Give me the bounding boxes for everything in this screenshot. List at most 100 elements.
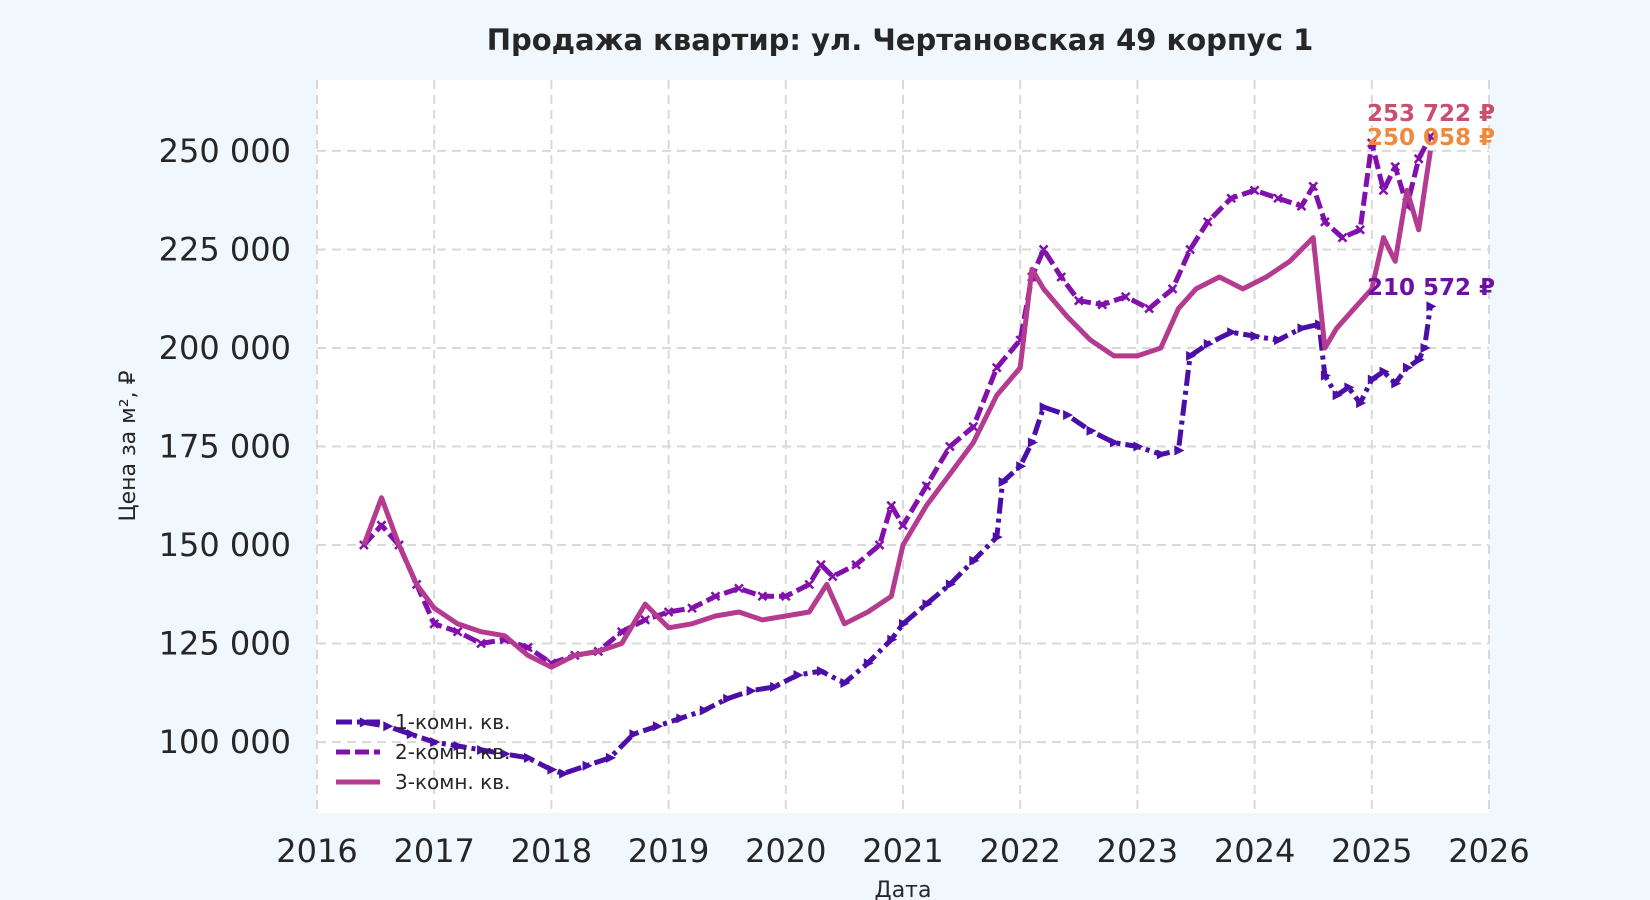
y-tick-label: 100 000 [159, 723, 291, 761]
data-point [500, 748, 511, 759]
data-point [1366, 138, 1377, 148]
data-point [1156, 449, 1167, 460]
data-point [640, 615, 651, 625]
y-axis-ticks: 100 000 125 000 150 000 175 000 200 000 225 0… [159, 132, 291, 761]
data-point [816, 559, 826, 570]
data-point [1425, 131, 1436, 142]
end-value-label: 253 722 ₽ [1367, 101, 1495, 127]
data-point [1226, 193, 1237, 204]
data-point [582, 760, 593, 771]
data-point [687, 603, 697, 613]
data-point [757, 591, 768, 602]
data-point [840, 677, 851, 688]
data-point [1273, 193, 1283, 204]
data-point [1167, 283, 1178, 294]
data-point [1063, 409, 1074, 420]
data-point [663, 607, 674, 617]
data-point [1133, 441, 1144, 452]
data-point [430, 737, 441, 748]
y-tick-label: 175 000 [159, 428, 291, 466]
data-point [874, 540, 885, 550]
data-point [1174, 445, 1185, 456]
data-point [780, 591, 791, 602]
data-point [899, 618, 909, 629]
data-point [1332, 390, 1343, 401]
data-point [1202, 216, 1213, 227]
data-point [1186, 350, 1197, 361]
data-point [699, 705, 710, 716]
data-point [1308, 181, 1319, 192]
data-point [1086, 425, 1097, 436]
end-value-label: 250 058 ₽ [1367, 125, 1495, 151]
data-point [816, 666, 827, 677]
data-point [1402, 362, 1413, 373]
data-point [793, 670, 804, 681]
legend-entry: 3-комн. кв. [336, 770, 510, 794]
data-point [1356, 398, 1367, 409]
y-tick-label: 250 000 [159, 132, 291, 170]
data-point [1391, 378, 1402, 389]
data-point [1297, 323, 1308, 334]
data-point [734, 583, 744, 594]
data-point [1344, 382, 1355, 393]
data-point [523, 752, 534, 763]
data-point [1038, 244, 1049, 255]
data-point [1073, 295, 1084, 306]
data-point [452, 626, 463, 637]
data-point [1414, 354, 1425, 365]
data-point [804, 579, 815, 590]
data-point [1027, 437, 1038, 448]
data-point [429, 618, 440, 629]
data-point [652, 721, 663, 732]
data-point [1379, 366, 1390, 377]
data-point [547, 764, 558, 775]
y-tick-label: 150 000 [159, 526, 291, 564]
data-point [968, 421, 979, 432]
data-point [1320, 216, 1330, 227]
data-point [1039, 402, 1050, 413]
x-tick-label: 2019 [628, 832, 709, 870]
data-point [1296, 201, 1307, 211]
data-point [998, 476, 1009, 487]
data-point [1185, 244, 1196, 255]
x-tick-label: 2020 [745, 832, 826, 870]
data-point [827, 571, 838, 582]
legend-entry: 2-комн. кв. [336, 740, 510, 764]
y-tick-label: 225 000 [159, 230, 291, 268]
data-point [969, 555, 980, 566]
x-tick-label: 2017 [393, 832, 474, 870]
data-point [476, 638, 486, 649]
data-point [746, 685, 757, 696]
data-point [992, 532, 1003, 543]
x-tick-label: 2024 [1214, 832, 1295, 870]
data-point [1203, 339, 1214, 350]
data-point [1378, 185, 1389, 196]
data-point [991, 362, 1002, 373]
data-point [383, 721, 394, 732]
data-point [1144, 303, 1155, 314]
data-point [921, 481, 932, 491]
data-point [898, 520, 908, 531]
legend-entry: 1-комн. кв. [336, 710, 510, 734]
data-point [1274, 335, 1285, 346]
data-point [1367, 374, 1378, 385]
data-point [629, 729, 640, 740]
y-tick-label: 200 000 [159, 329, 291, 367]
chart-title: Продажа квартир: ул. Чертановская 49 кор… [487, 23, 1314, 57]
data-point [851, 559, 862, 570]
data-point [559, 768, 570, 779]
data-point [359, 717, 370, 728]
data-point [606, 752, 616, 763]
data-point [1016, 461, 1027, 472]
x-tick-label: 2016 [276, 832, 357, 870]
legend-label: 1-комн. кв. [395, 710, 510, 734]
data-point [376, 520, 387, 531]
data-point [1420, 342, 1431, 353]
data-point [1056, 272, 1067, 282]
series-3 [361, 150, 1433, 670]
data-point [1413, 153, 1424, 164]
x-axis-label: Дата [875, 878, 932, 900]
data-point [863, 658, 874, 669]
